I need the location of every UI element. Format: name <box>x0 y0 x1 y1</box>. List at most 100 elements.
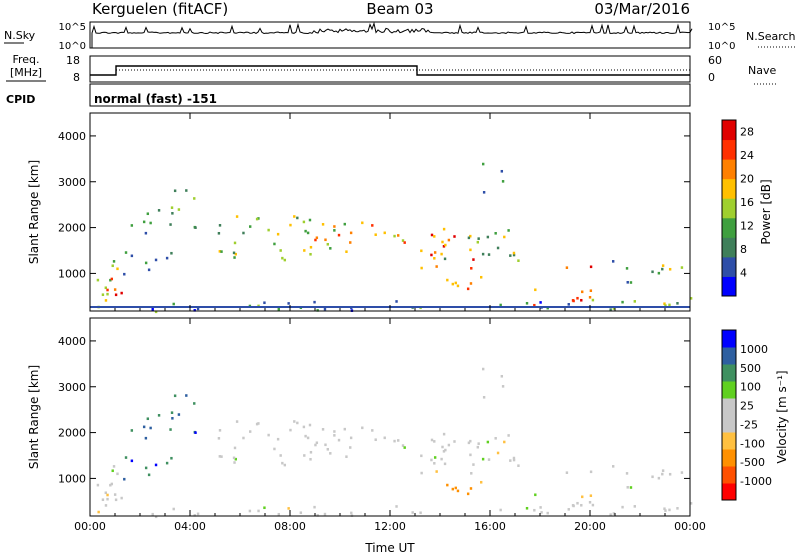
velocity-cell <box>110 482 114 486</box>
colorbar-segment <box>722 347 736 365</box>
velocity-cell <box>232 456 236 460</box>
velocity-colorbar-tick: 100 <box>740 381 761 394</box>
velocity-cell <box>281 461 284 465</box>
velocity-cell <box>456 489 460 493</box>
velocity-cell <box>106 497 109 501</box>
velocity-cell <box>403 446 406 449</box>
nave-label: Nave <box>748 64 776 77</box>
velocity-cell <box>146 417 150 421</box>
velocity-cell <box>123 477 126 481</box>
velocity-cell <box>309 450 313 454</box>
power-cell <box>279 249 282 252</box>
power-cell <box>314 238 317 242</box>
power-cell <box>433 256 436 260</box>
y-tick-label: 4000 <box>58 335 86 348</box>
velocity-cell <box>661 472 664 476</box>
velocity-cell <box>546 511 549 515</box>
power-cell <box>476 240 480 244</box>
power-cell <box>501 180 505 183</box>
velocity-cell <box>419 511 422 515</box>
power-cell <box>581 290 584 294</box>
power-cell <box>257 217 260 220</box>
power-cell <box>444 243 447 247</box>
power-cell <box>304 229 307 233</box>
power-cell <box>257 304 260 308</box>
power-cell <box>651 270 654 274</box>
power-cell <box>220 250 223 253</box>
velocity-cell <box>157 414 161 417</box>
power-cell <box>315 236 319 240</box>
colorbar-segment <box>722 159 736 180</box>
power-cell <box>306 231 310 235</box>
power-cell <box>169 223 172 226</box>
power-cell <box>420 266 423 270</box>
velocity-cell <box>589 470 593 474</box>
velocity-cell <box>116 472 119 476</box>
velocity-cell <box>626 486 629 489</box>
velocity-cell <box>263 506 266 510</box>
power-cell <box>193 309 196 312</box>
velocity-cell <box>443 462 447 466</box>
velocity-cell <box>494 436 497 440</box>
cpid-panel: CPID normal (fast) -151 <box>6 83 691 107</box>
velocity-cell <box>517 464 520 467</box>
power-cell <box>480 275 483 279</box>
velocity-cell <box>487 458 491 461</box>
x-tick-label: 12:00 <box>374 520 406 533</box>
velocity-cell <box>169 428 172 431</box>
velocity-cell <box>151 512 154 516</box>
velocity-cell <box>442 432 446 436</box>
x-tick-label: 00:00 <box>74 520 106 533</box>
velocity-cell <box>273 447 276 451</box>
power-cell <box>101 293 105 297</box>
velocity-cell <box>299 511 303 515</box>
velocity-cell <box>177 413 181 416</box>
velocity-cell <box>329 452 332 455</box>
power-cell <box>447 238 451 242</box>
velocity-cell <box>444 448 447 452</box>
velocity-cell <box>345 455 348 459</box>
colorbar-segment <box>722 178 736 199</box>
power-cell <box>296 216 299 220</box>
velocity-cell <box>130 459 134 463</box>
cpid-label: CPID <box>6 93 35 106</box>
velocity-cell <box>170 411 174 414</box>
velocity-cell <box>142 425 146 429</box>
velocity-cell <box>333 430 336 433</box>
velocity-cell <box>350 511 353 515</box>
velocity-cell <box>466 492 470 496</box>
power-cell <box>395 300 398 303</box>
power-cell <box>446 278 449 282</box>
power-cell <box>629 281 633 284</box>
power-cell <box>633 300 636 303</box>
velocity-cell <box>454 486 457 490</box>
power-cell <box>591 298 595 302</box>
velocity-cell <box>534 493 537 497</box>
velocity-cell <box>343 427 346 431</box>
x-tick-label: 04:00 <box>174 520 206 533</box>
power-cell <box>242 231 245 235</box>
power-cell <box>374 233 377 237</box>
power-cell <box>343 222 346 226</box>
power-cell <box>469 248 472 252</box>
velocity-ylabel: Slant Range [km] <box>27 365 41 469</box>
velocity-cell <box>500 374 504 378</box>
power-ylabel: Slant Range [km] <box>27 160 41 264</box>
velocity-cell <box>571 504 575 507</box>
velocity-cell <box>96 483 100 487</box>
colorbar-segment <box>722 256 736 277</box>
velocity-cell <box>477 442 480 445</box>
x-tick-label: 16:00 <box>474 520 506 533</box>
colorbar-segment <box>722 120 736 141</box>
velocity-cell <box>257 422 260 425</box>
velocity-cell <box>676 507 679 510</box>
velocity-cell <box>565 471 569 474</box>
power-cell <box>571 299 575 302</box>
velocity-cell <box>446 483 449 487</box>
power-cell <box>588 295 592 299</box>
velocity-cell <box>612 512 616 515</box>
power-cell <box>149 221 152 225</box>
velocity-cell <box>218 455 222 458</box>
power-cell <box>401 239 405 242</box>
velocity-cell <box>689 502 693 505</box>
